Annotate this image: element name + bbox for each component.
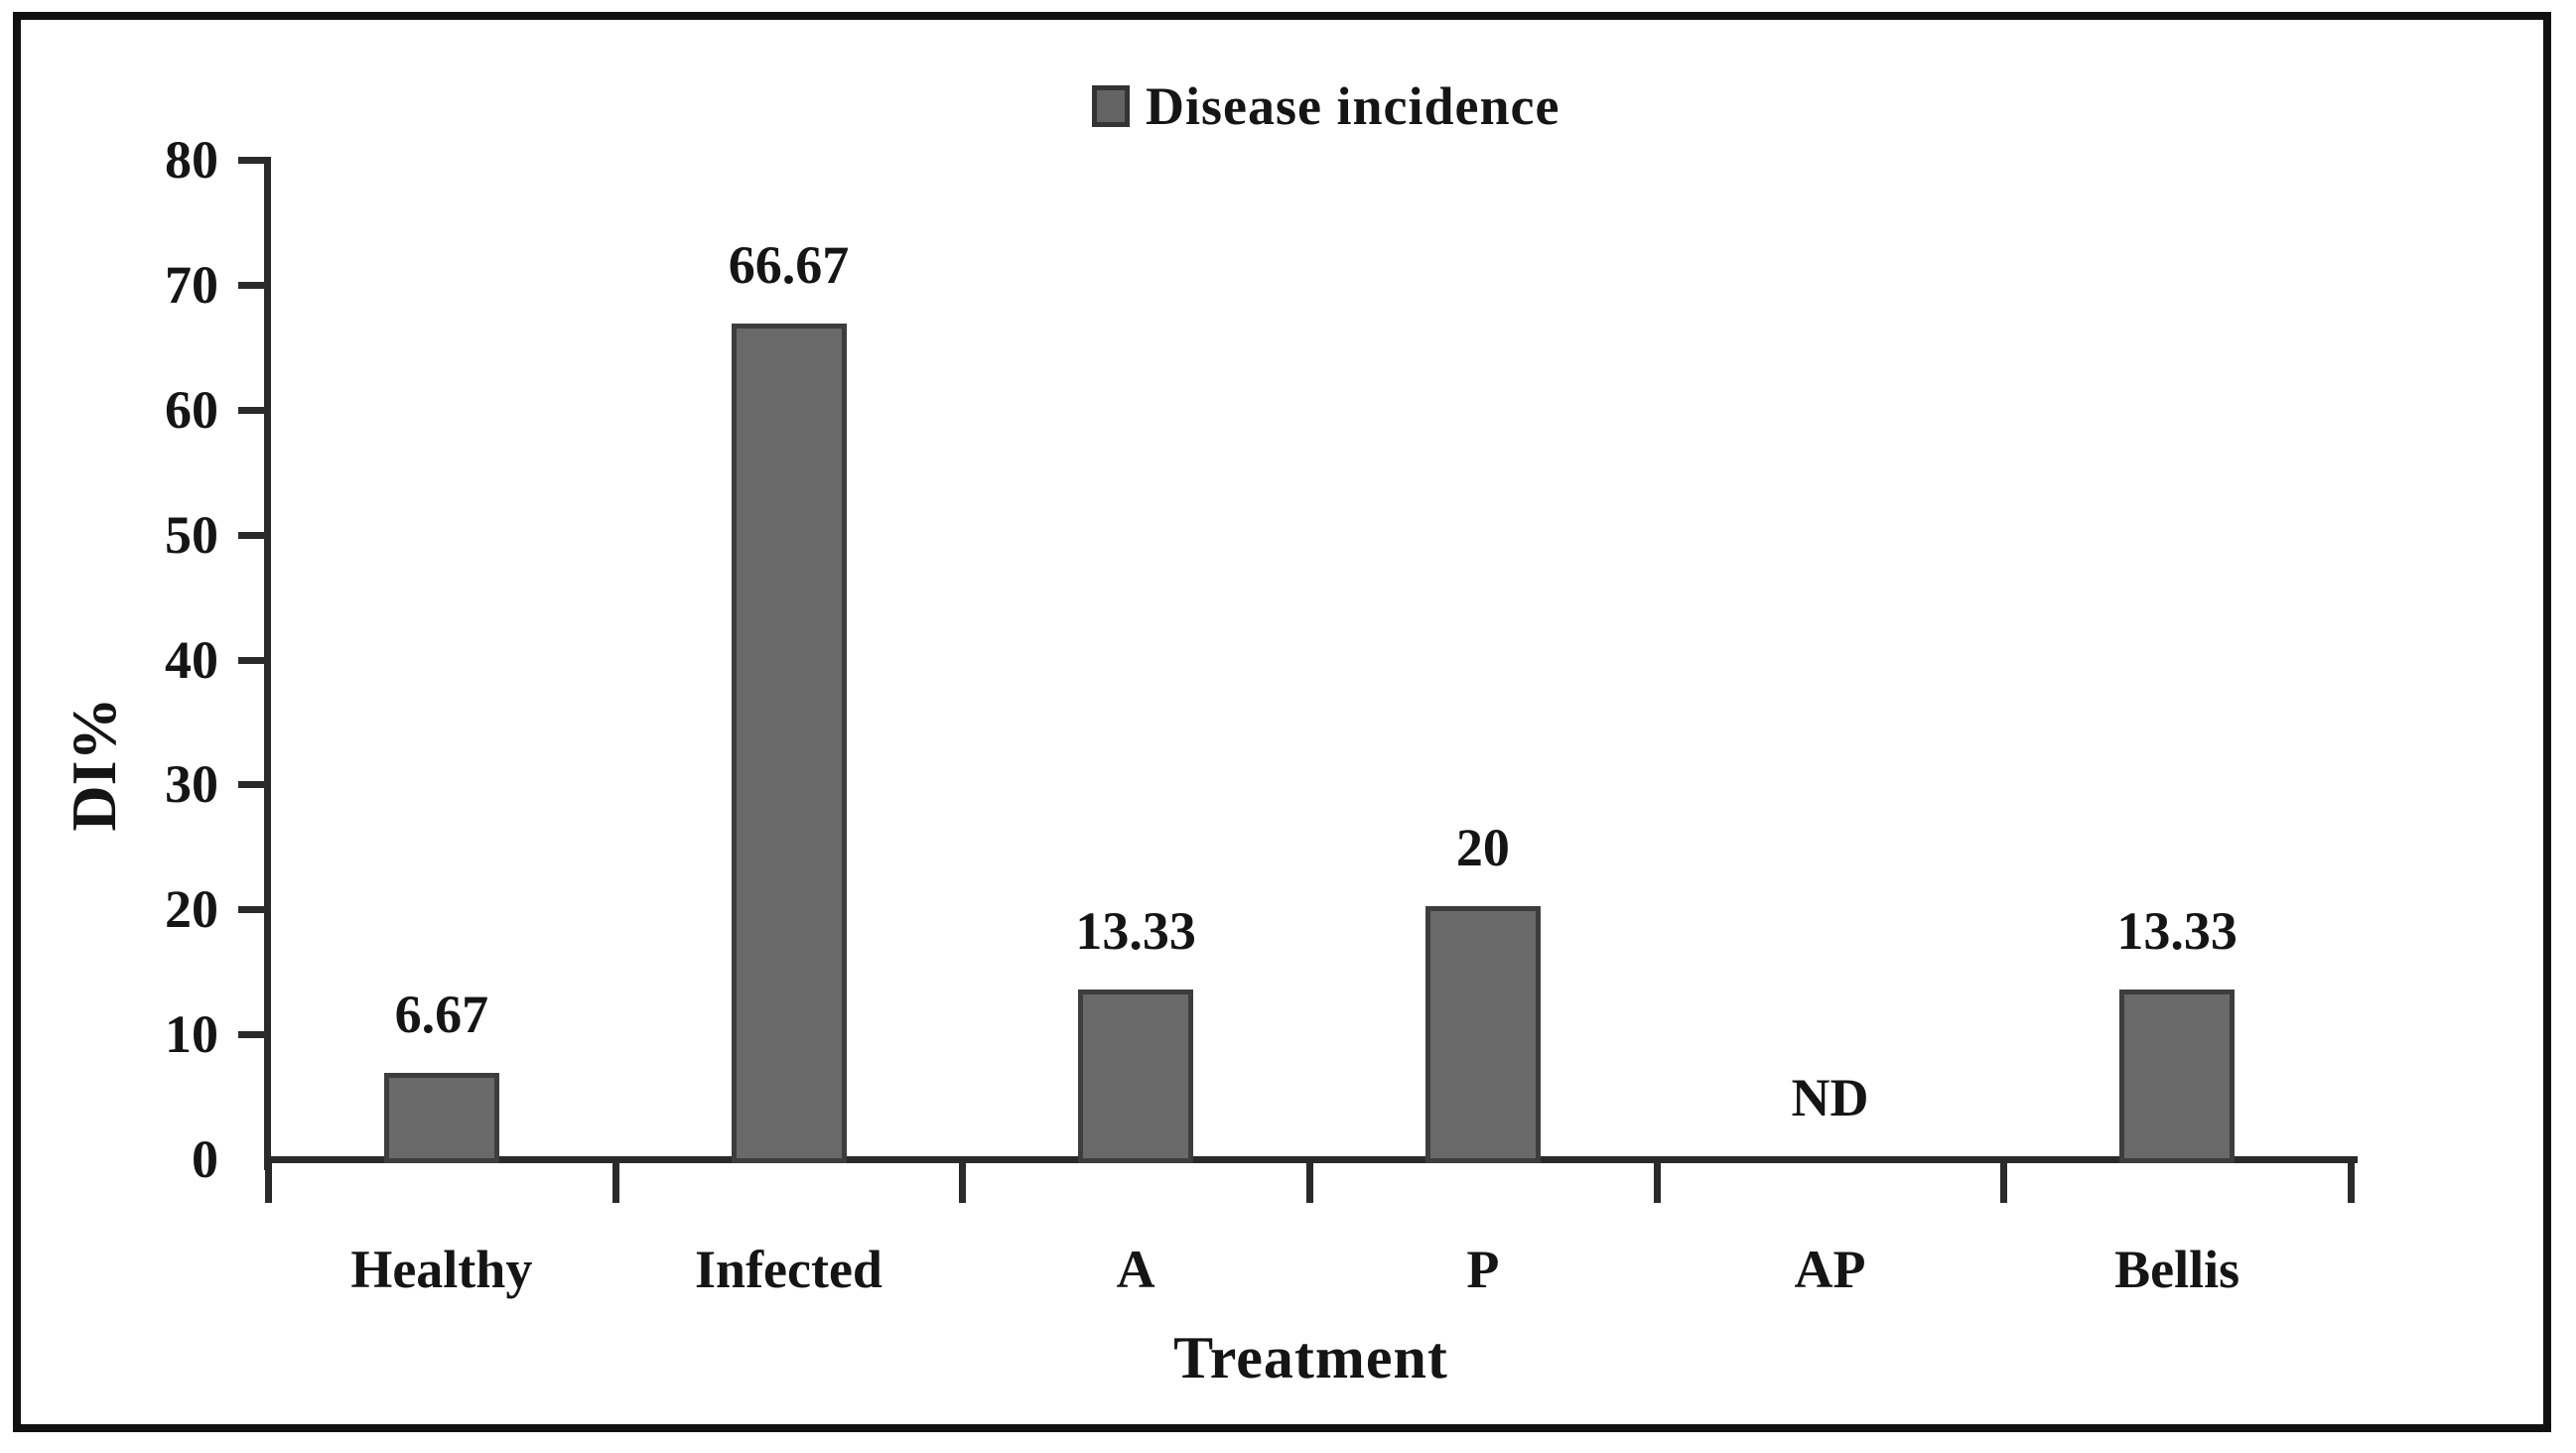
- legend-swatch-icon: [1092, 85, 1130, 127]
- x-axis-tick: [265, 1163, 272, 1203]
- bar-p: [1424, 906, 1541, 1163]
- x-axis-tick: [2000, 1163, 2008, 1203]
- y-axis-tick: [238, 281, 264, 289]
- x-axis-tick: [959, 1163, 967, 1203]
- y-axis-tick-label: 30: [165, 754, 218, 815]
- category-label-healthy: Healthy: [350, 1240, 533, 1299]
- legend: Disease incidence: [1092, 79, 1559, 133]
- y-axis-tick: [238, 406, 264, 414]
- y-axis-tick-label: 70: [165, 254, 218, 315]
- bar-infected: [731, 323, 847, 1163]
- bar-value-label-healthy: 6.67: [394, 985, 489, 1045]
- y-axis-tick: [238, 656, 264, 664]
- x-axis-line: [264, 1156, 2358, 1163]
- y-axis-tick-label: 80: [165, 130, 218, 190]
- legend-label: Disease incidence: [1146, 76, 1560, 136]
- y-axis-tick-label: 40: [165, 629, 218, 690]
- bar-value-label-bellis: 13.33: [2116, 901, 2237, 962]
- bar-value-label-a: 13.33: [1075, 901, 1196, 962]
- y-axis-tick-label: 10: [165, 1004, 218, 1065]
- x-axis-title: Treatment: [1173, 1325, 1448, 1390]
- x-axis-tick: [1653, 1163, 1661, 1203]
- category-label-p: P: [1466, 1240, 1500, 1299]
- y-axis-tick: [238, 906, 264, 914]
- y-axis-tick-label: 20: [165, 879, 218, 940]
- y-axis-tick: [238, 157, 264, 164]
- y-axis-tick-label: 50: [165, 504, 218, 565]
- bar-a: [1078, 990, 1194, 1163]
- bar-value-label-infected: 66.67: [728, 234, 850, 295]
- bar-healthy: [383, 1073, 499, 1163]
- figure-border-frame: [13, 12, 2551, 1432]
- category-label-a: A: [1116, 1240, 1155, 1299]
- y-axis-tick: [238, 531, 264, 539]
- x-axis-tick: [2348, 1163, 2355, 1203]
- y-axis-tick: [238, 781, 264, 789]
- x-axis-tick: [611, 1163, 619, 1203]
- y-axis-tick: [238, 1031, 264, 1039]
- y-axis-tick-label: 0: [192, 1129, 218, 1189]
- x-axis-tick: [1306, 1163, 1313, 1203]
- y-axis-tick-label: 60: [165, 379, 218, 440]
- bar-value-label-ap: ND: [1791, 1068, 1869, 1127]
- category-label-ap: AP: [1794, 1240, 1866, 1299]
- category-label-infected: Infected: [695, 1240, 882, 1299]
- category-label-bellis: Bellis: [2114, 1240, 2240, 1299]
- y-axis-line: [264, 157, 271, 1170]
- bar-value-label-p: 20: [1455, 818, 1510, 878]
- bar-bellis: [2119, 990, 2236, 1163]
